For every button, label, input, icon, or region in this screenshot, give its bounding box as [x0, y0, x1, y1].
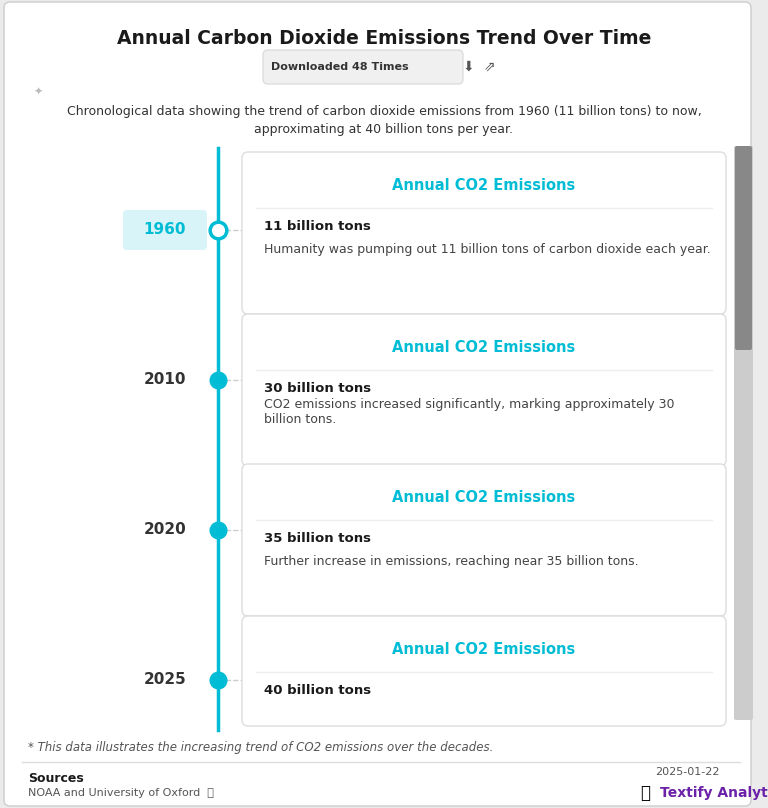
Text: CO2 emissions increased significantly, marking approximately 30
billion tons.: CO2 emissions increased significantly, m…: [264, 398, 674, 426]
Text: Further increase in emissions, reaching near 35 billion tons.: Further increase in emissions, reaching …: [264, 556, 639, 569]
FancyBboxPatch shape: [734, 146, 753, 720]
FancyBboxPatch shape: [263, 50, 463, 84]
FancyBboxPatch shape: [123, 210, 207, 250]
Text: Humanity was pumping out 11 billion tons of carbon dioxide each year.: Humanity was pumping out 11 billion tons…: [264, 243, 710, 256]
Text: 2025-01-22: 2025-01-22: [656, 767, 720, 777]
Text: ✦: ✦: [33, 87, 43, 97]
Text: Annual CO2 Emissions: Annual CO2 Emissions: [392, 490, 576, 506]
Text: 30 billion tons: 30 billion tons: [264, 381, 371, 394]
Text: 2025: 2025: [144, 672, 187, 688]
Text: Annual CO2 Emissions: Annual CO2 Emissions: [392, 340, 576, 356]
Text: 35 billion tons: 35 billion tons: [264, 532, 371, 545]
Text: Sources: Sources: [28, 772, 84, 785]
Text: approximating at 40 billion tons per year.: approximating at 40 billion tons per yea…: [254, 124, 514, 137]
Text: Annual Carbon Dioxide Emissions Trend Over Time: Annual Carbon Dioxide Emissions Trend Ov…: [117, 28, 651, 48]
Text: 2020: 2020: [144, 523, 187, 537]
Text: Chronological data showing the trend of carbon dioxide emissions from 1960 (11 b: Chronological data showing the trend of …: [67, 106, 701, 119]
Text: 40 billion tons: 40 billion tons: [264, 684, 371, 696]
Text: ⬇: ⬇: [462, 60, 474, 74]
Text: 2010: 2010: [144, 372, 187, 388]
Text: Annual CO2 Emissions: Annual CO2 Emissions: [392, 179, 576, 193]
Text: Downloaded 48 Times: Downloaded 48 Times: [271, 62, 409, 72]
Text: 🤖: 🤖: [640, 784, 650, 802]
Text: 1960: 1960: [144, 222, 187, 238]
Text: Annual CO2 Emissions: Annual CO2 Emissions: [392, 642, 576, 658]
FancyBboxPatch shape: [242, 314, 726, 466]
Text: * This data illustrates the increasing trend of CO2 emissions over the decades.: * This data illustrates the increasing t…: [28, 742, 493, 755]
FancyBboxPatch shape: [4, 2, 751, 806]
Text: ⇗: ⇗: [484, 60, 496, 74]
Text: 11 billion tons: 11 billion tons: [264, 220, 371, 233]
FancyBboxPatch shape: [242, 616, 726, 726]
Text: NOAA and University of Oxford  🔗: NOAA and University of Oxford 🔗: [28, 788, 214, 798]
Text: Textify Analytics: Textify Analytics: [660, 786, 768, 800]
FancyBboxPatch shape: [242, 152, 726, 314]
FancyBboxPatch shape: [735, 146, 752, 350]
FancyBboxPatch shape: [242, 464, 726, 616]
